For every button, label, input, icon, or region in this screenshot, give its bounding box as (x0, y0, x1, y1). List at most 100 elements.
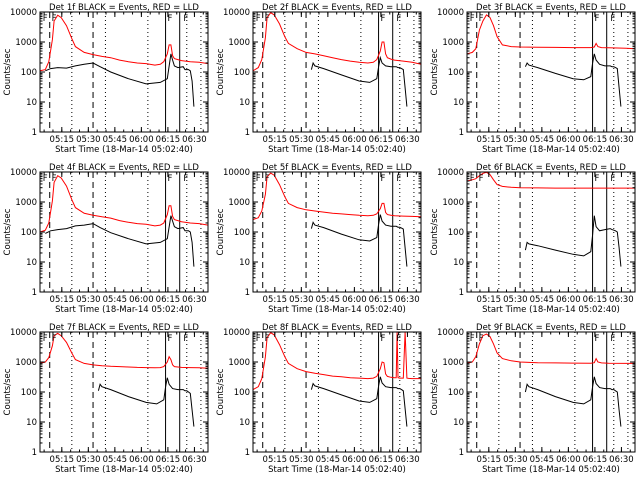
events-series-line (45, 53, 195, 107)
x-tick-label: 05:15 (50, 135, 75, 145)
corner-mark: F (43, 174, 48, 184)
x-tick-label: 06:00 (129, 295, 154, 305)
lld-series-line (253, 12, 421, 72)
y-tick-label: 1 (459, 128, 464, 138)
x-tick-label: 05:45 (103, 135, 128, 145)
corner-mark: F (167, 14, 172, 24)
chart-title: Det 4f BLACK = Events, RED = LLD (49, 163, 199, 173)
y-tick-label: 1000 (228, 38, 250, 48)
x-tick-label: 05:15 (477, 295, 502, 305)
x-tick-label: 05:15 (263, 135, 288, 145)
x-tick-label: 05:45 (103, 295, 128, 305)
corner-mark: F (380, 14, 385, 24)
events-series-line (97, 377, 195, 427)
corner-mark: F (52, 14, 57, 24)
x-tick-label: 06:15 (583, 455, 608, 465)
corner-mark: F (265, 14, 270, 24)
y-tick-label: 1 (32, 448, 37, 458)
y-axis-label: Counts/sec (216, 48, 226, 95)
corner-mark: F (43, 334, 48, 344)
y-tick-label: 10 (453, 418, 464, 428)
y-tick-label: 10000 (223, 8, 250, 18)
x-tick-label: 06:00 (129, 135, 154, 145)
y-axis-label: Counts/sec (3, 48, 13, 95)
y-axis-label: Counts/sec (3, 208, 13, 255)
corner-mark: F (183, 14, 188, 24)
corner-mark: F (479, 334, 484, 344)
corner-mark: F (470, 14, 475, 24)
x-tick-label: 06:00 (556, 135, 581, 145)
corner-mark: F (594, 334, 599, 344)
y-axis-label: Counts/sec (430, 48, 440, 95)
corner-mark: F (380, 334, 385, 344)
y-tick-label: 10000 (10, 8, 37, 18)
x-tick-label: 05:45 (530, 135, 555, 145)
chart-panel: Det 6f BLACK = Events, RED = LLD 1 10 100 10… (430, 163, 636, 315)
y-tick-label: 100 (448, 228, 464, 238)
y-tick-label: 10 (239, 418, 250, 428)
corner-mark: F (396, 14, 401, 24)
x-tick-label: 06:30 (609, 455, 634, 465)
y-tick-label: 10 (239, 98, 250, 108)
chart-panel: Det 5f BLACK = Events, RED = LLD 1 10 100 10… (216, 163, 422, 315)
chart-title: Det 6f BLACK = Events, RED = LLD (476, 163, 626, 173)
y-tick-label: 1000 (15, 198, 37, 208)
x-tick-label: 05:45 (316, 135, 341, 145)
x-tick-label: 06:30 (609, 135, 634, 145)
x-axis-label: Start Time (18-Mar-14 05:02:40) (482, 145, 620, 155)
y-tick-label: 1000 (442, 198, 464, 208)
x-tick-label: 06:00 (342, 455, 367, 465)
y-tick-label: 10 (239, 258, 250, 268)
chart-panel: Det 3f BLACK = Events, RED = LLD 1 10 100 10… (430, 3, 636, 155)
y-tick-label: 1 (32, 128, 37, 138)
y-axis-label: Counts/sec (3, 368, 13, 415)
corner-mark: F (610, 334, 615, 344)
corner-mark: F (256, 334, 261, 344)
events-series-line (524, 215, 622, 267)
x-tick-label: 05:30 (289, 295, 314, 305)
lld-series-line (467, 14, 635, 55)
x-tick-label: 05:15 (50, 295, 75, 305)
y-tick-label: 1000 (15, 38, 37, 48)
y-tick-label: 1 (245, 288, 250, 298)
x-tick-label: 05:15 (477, 135, 502, 145)
x-tick-label: 06:30 (182, 135, 207, 145)
corner-mark: F (265, 334, 270, 344)
x-tick-label: 05:15 (477, 455, 502, 465)
x-tick-label: 06:15 (369, 135, 394, 145)
lld-series-line (467, 333, 635, 364)
y-tick-label: 1 (459, 288, 464, 298)
y-tick-label: 10000 (437, 168, 464, 178)
x-tick-label: 06:15 (583, 135, 608, 145)
x-tick-label: 06:30 (395, 135, 420, 145)
x-axis-label: Start Time (18-Mar-14 05:02:40) (482, 305, 620, 315)
chart-panel: Det 9f BLACK = Events, RED = LLD 1 10 100 10… (430, 323, 636, 475)
chart-panel: Det 1f BLACK = Events, RED = LLD 1 10 100 10… (3, 3, 209, 155)
y-tick-label: 10 (26, 98, 37, 108)
x-tick-label: 05:30 (503, 135, 528, 145)
x-tick-label: 06:00 (556, 455, 581, 465)
x-tick-label: 05:15 (263, 455, 288, 465)
chart-panel: Det 8f BLACK = Events, RED = LLD 1 10 100 10… (216, 323, 422, 475)
x-tick-label: 05:15 (263, 295, 288, 305)
corner-mark: F (167, 334, 172, 344)
y-tick-label: 100 (234, 388, 250, 398)
corner-mark: F (470, 334, 475, 344)
chart-title: Det 1f BLACK = Events, RED = LLD (49, 3, 199, 13)
events-series-line (524, 53, 622, 107)
chart-title: Det 5f BLACK = Events, RED = LLD (262, 163, 412, 173)
corner-mark: F (52, 334, 57, 344)
x-tick-label: 05:15 (50, 455, 75, 465)
events-series-line (45, 215, 195, 267)
y-tick-label: 10000 (223, 328, 250, 338)
chart-panel: Det 2f BLACK = Events, RED = LLD 1 10 100 10… (216, 3, 422, 155)
y-tick-label: 10000 (437, 8, 464, 18)
y-tick-label: 100 (21, 228, 37, 238)
y-axis-label: Counts/sec (430, 368, 440, 415)
x-tick-label: 06:00 (342, 295, 367, 305)
corner-mark: F (594, 174, 599, 184)
x-tick-label: 05:30 (503, 295, 528, 305)
y-tick-label: 100 (21, 68, 37, 78)
